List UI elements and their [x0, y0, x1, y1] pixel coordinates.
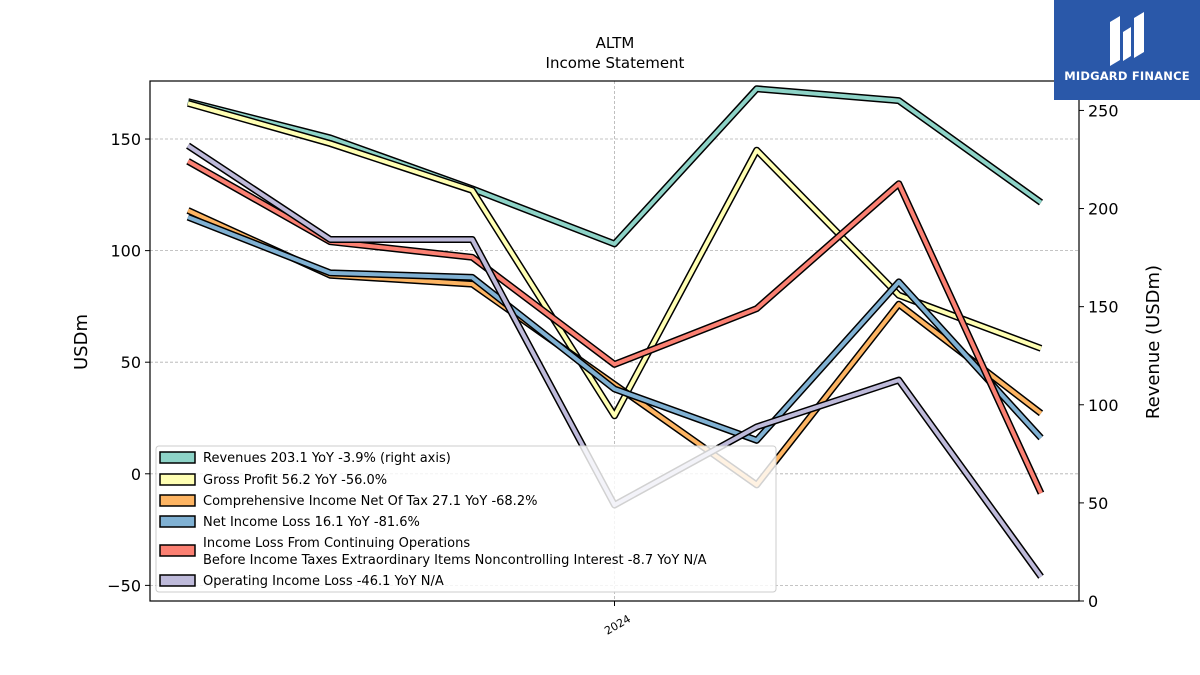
- legend-label: Income Loss From Continuing Operations: [203, 536, 470, 551]
- legend-label: Operating Income Loss -46.1 YoY N/A: [203, 574, 444, 589]
- legend-swatch: [159, 494, 196, 507]
- x-axis: 2024: [602, 601, 633, 638]
- chart-title: ALTM: [596, 34, 635, 52]
- y-right-tick-label: 250: [1088, 101, 1119, 120]
- grid-lines: [150, 81, 1079, 601]
- series-line: [187, 215, 1043, 443]
- brand-mark-icon: [1110, 12, 1144, 66]
- series-line: [187, 101, 1042, 418]
- series-line: [187, 86, 1043, 246]
- y-tick-label: 100: [110, 242, 141, 261]
- legend-swatch: [159, 451, 196, 464]
- y-axis-label-right: Revenue (USDm): [1143, 265, 1164, 419]
- legend-label-line-2: Before Income Taxes Extraordinary Items …: [203, 553, 707, 568]
- y-tick-label: −50: [107, 576, 141, 595]
- y-right-tick-label: 50: [1088, 494, 1108, 513]
- x-tick-label: 2024: [602, 612, 633, 637]
- legend-swatch: [159, 544, 196, 557]
- brand-logo: MIDGARD FINANCE: [1054, 0, 1200, 100]
- y-tick-label: 0: [131, 465, 141, 484]
- y-tick-label: 150: [110, 130, 141, 149]
- legend-box: [155, 445, 777, 593]
- left-axis: −50 0 50 100 150: [107, 130, 150, 595]
- legend-label: Revenues 203.1 YoY -3.9% (right axis): [203, 451, 451, 466]
- y-axis-label: USDm: [71, 314, 92, 370]
- legend-label: Comprehensive Income Net Of Tax 27.1 YoY…: [203, 494, 537, 509]
- series-gross-profit: [187, 99, 1043, 420]
- legend-label: Net Income Loss 16.1 YoY -81.6%: [203, 515, 420, 530]
- y-right-tick-label: 200: [1088, 200, 1119, 219]
- y-tick-label: 50: [121, 353, 141, 372]
- y-right-tick-label: 100: [1088, 396, 1119, 415]
- legend: Revenues 203.1 YoY -3.9% (right axis) Gro…: [155, 445, 777, 593]
- legend-swatch: [159, 515, 196, 528]
- y-right-tick-label: 150: [1088, 298, 1119, 317]
- legend-label: Gross Profit 56.2 YoY -56.0%: [203, 473, 387, 488]
- legend-swatch: [159, 574, 196, 587]
- series-net-income-loss: [186, 213, 1044, 444]
- series-revenues: [187, 85, 1044, 248]
- brand-name: MIDGARD FINANCE: [1064, 69, 1190, 83]
- y-right-tick-label: 0: [1088, 592, 1098, 611]
- legend-swatch: [159, 473, 196, 486]
- chart-subtitle: Income Statement: [546, 54, 685, 72]
- right-axis: 0 50 100 150 200 250: [1079, 101, 1119, 611]
